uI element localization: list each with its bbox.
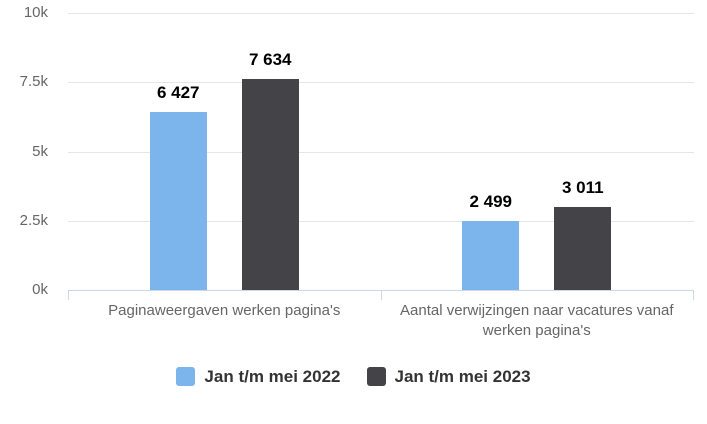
gridline	[68, 13, 694, 14]
bar-series1-cat1[interactable]	[149, 111, 207, 290]
gridline	[68, 151, 694, 153]
legend-label: Jan t/m mei 2022	[204, 367, 341, 386]
legend-swatch	[176, 367, 196, 386]
category-label: Paginaweergaven werken pagina's	[108, 302, 341, 319]
bar-value-label: 7 634	[248, 49, 292, 69]
bar-series2-cat2[interactable]	[554, 206, 612, 290]
y-axis-tick-label: 5k	[32, 142, 48, 160]
x-axis-tick	[380, 290, 382, 300]
bar-value-label: 2 499	[469, 191, 513, 211]
gridline	[68, 220, 694, 222]
gridline	[68, 82, 694, 84]
x-axis-tick	[693, 290, 694, 300]
legend-swatch	[366, 367, 386, 386]
y-axis-tick-label: 7.5k	[19, 73, 48, 91]
legend-label: Jan t/m mei 2023	[394, 367, 531, 386]
bar-value-label: 6 427	[156, 82, 200, 102]
bar-series2-cat1[interactable]	[241, 78, 299, 290]
legend-item[interactable]: Jan t/m mei 2022	[176, 366, 341, 387]
bar-series1-cat2[interactable]	[462, 220, 520, 290]
legend-item[interactable]: Jan t/m mei 2023	[366, 366, 531, 387]
y-axis-tick-label: 2.5k	[19, 211, 48, 229]
y-axis-tick-label: 0k	[32, 281, 48, 298]
legend: Jan t/m mei 2022 Jan t/m mei 2023	[0, 366, 707, 387]
x-axis-tick	[68, 290, 69, 300]
y-axis-tick-label: 10k	[23, 4, 48, 21]
category-label: Aantal verwijzingen naar vacatures vanaf…	[400, 302, 674, 339]
bar-value-label: 3 011	[561, 177, 604, 197]
